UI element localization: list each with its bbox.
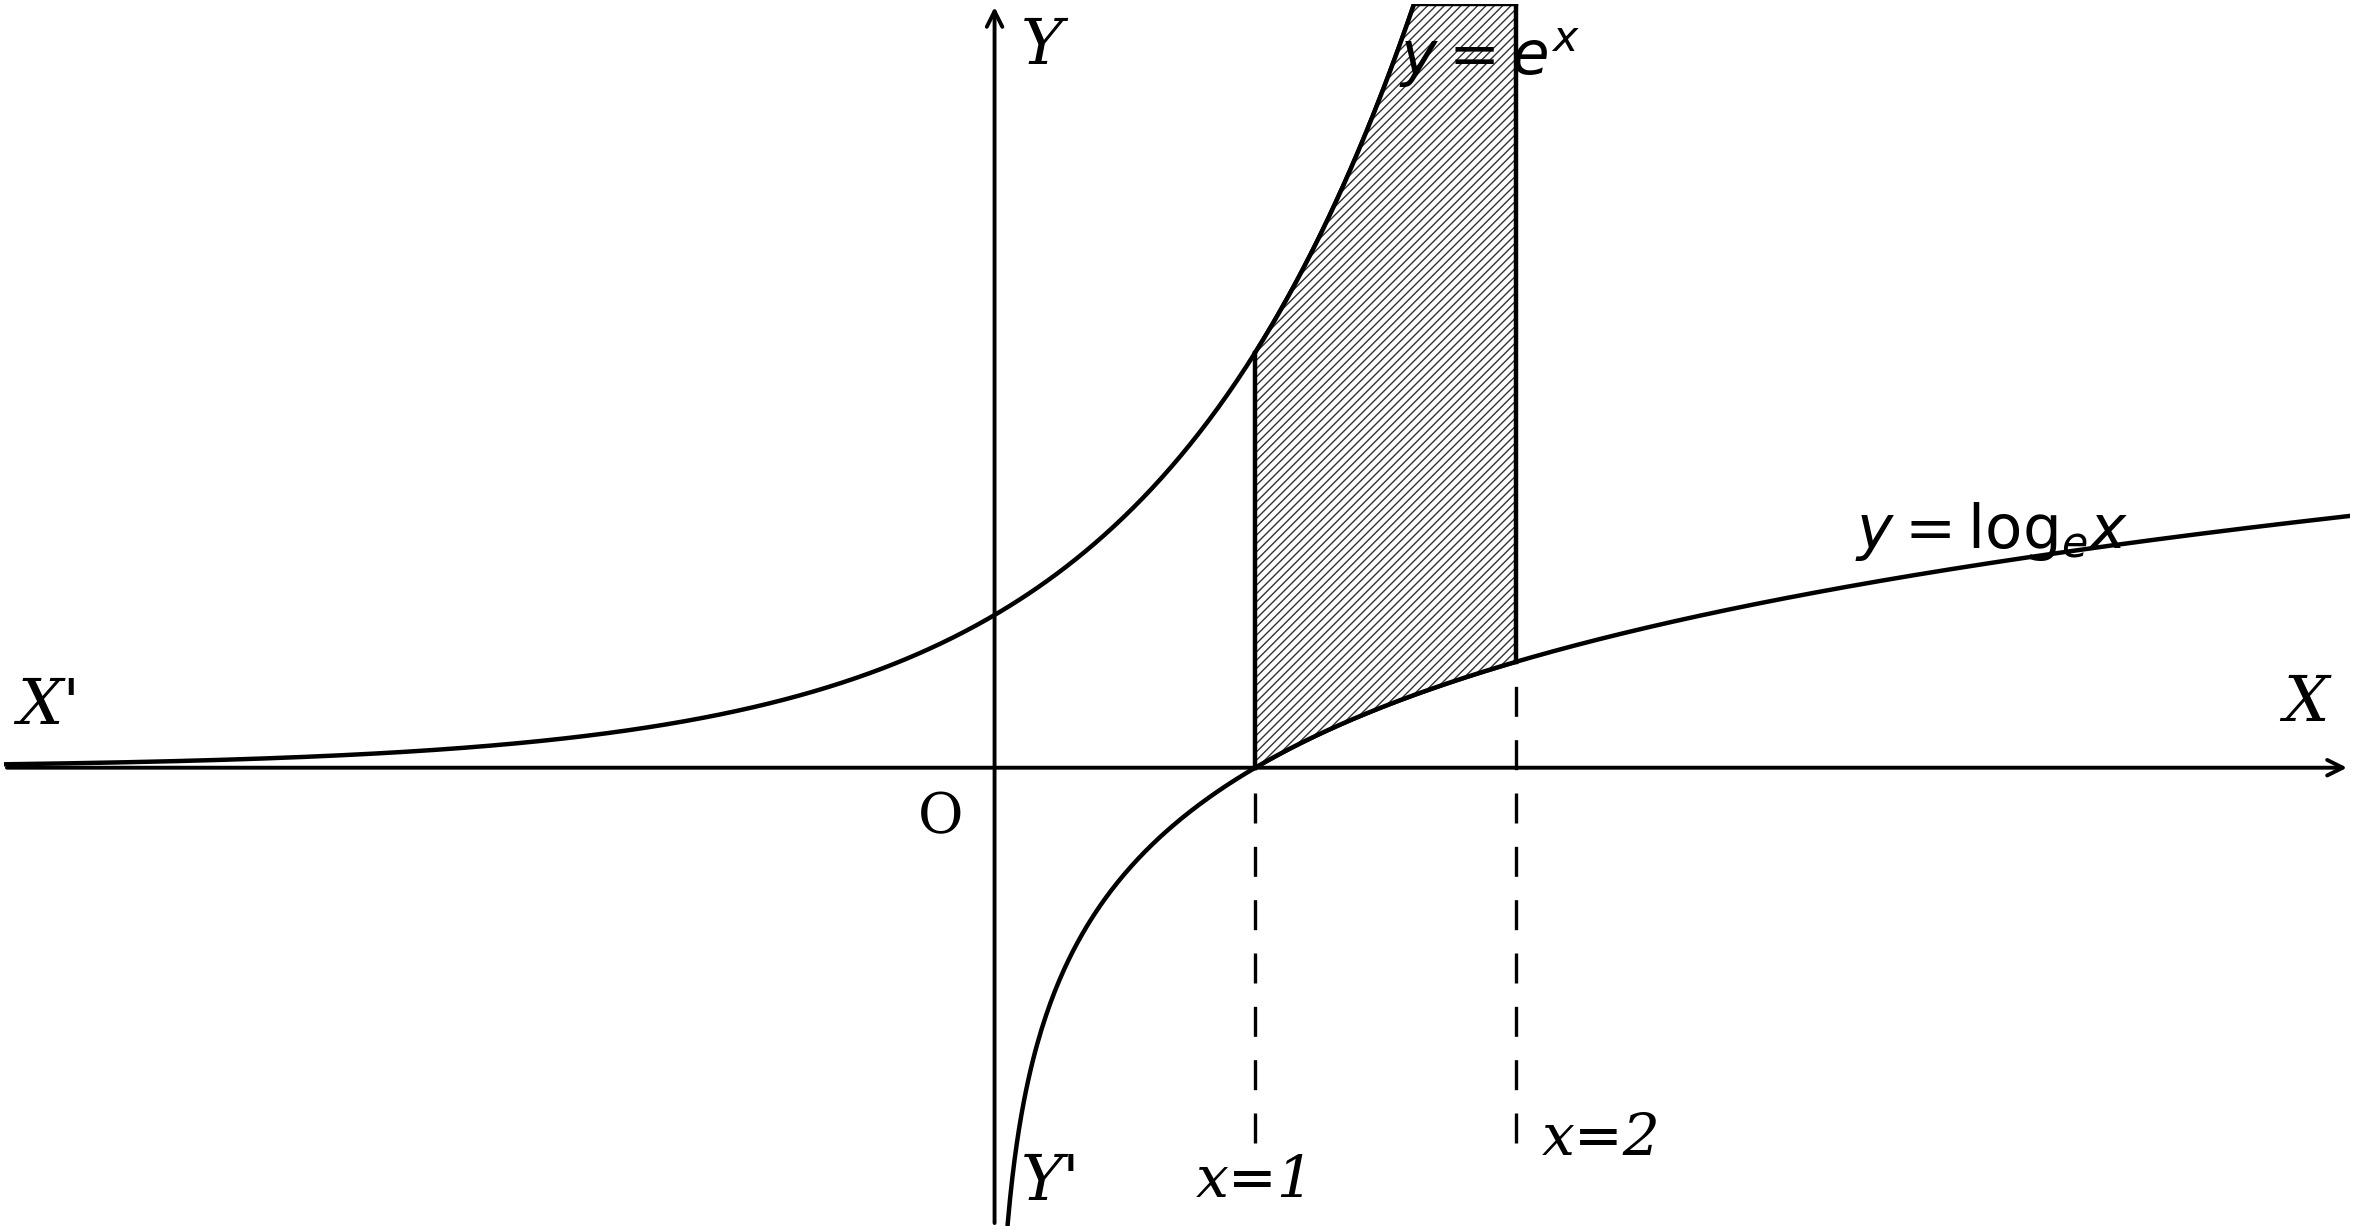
Text: $y = \mathrm{log}_e x$: $y = \mathrm{log}_e x$: [1855, 499, 2128, 562]
Text: X': X': [16, 675, 80, 737]
Text: Y: Y: [1022, 16, 1062, 77]
Text: x=2: x=2: [1542, 1111, 1662, 1167]
Text: O: O: [918, 791, 963, 845]
Text: x=1: x=1: [1196, 1153, 1314, 1209]
Text: X: X: [2283, 673, 2328, 734]
Text: Y': Y': [1022, 1153, 1080, 1214]
Text: $y = e^x$: $y = e^x$: [1398, 27, 1580, 90]
